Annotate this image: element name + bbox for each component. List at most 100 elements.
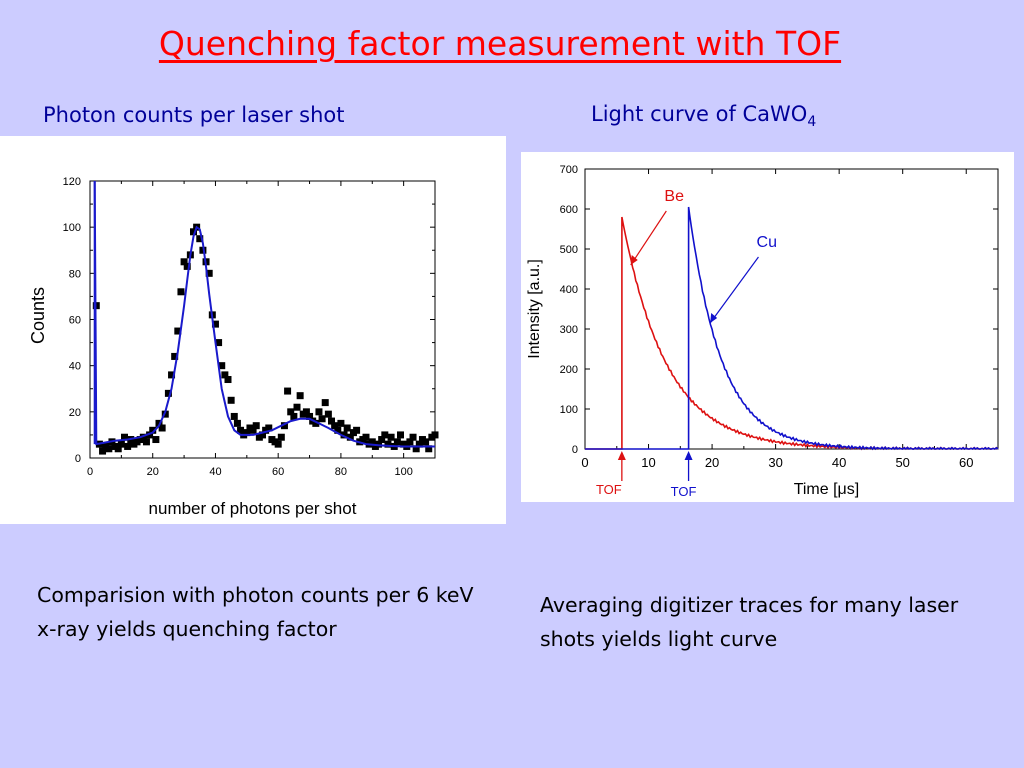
- data-point: [431, 431, 439, 439]
- cu-label: Cu: [757, 234, 777, 251]
- data-point: [422, 438, 430, 446]
- cu-arrow: [709, 256, 759, 324]
- data-point: [105, 445, 113, 453]
- data-point: [243, 429, 251, 437]
- photon-counts-chart: 0 20 40 60 80 100 0 20 40 60 80 100 120 number of pho…: [28, 176, 439, 518]
- y-tick-label: 200: [560, 364, 578, 376]
- data-point: [158, 424, 166, 432]
- y-tick-label: 0: [572, 444, 578, 456]
- y-tick-label: 100: [560, 404, 578, 416]
- y-tick-label: 20: [69, 407, 81, 419]
- be-curve: [585, 216, 999, 451]
- data-point: [387, 433, 395, 441]
- x-tick-label: 50: [895, 455, 909, 470]
- data-point: [378, 436, 386, 444]
- x-tick-label: 60: [959, 455, 973, 470]
- data-point: [177, 288, 185, 296]
- x-tick-label: 30: [768, 455, 782, 470]
- tof-label-cu: TOF: [671, 484, 697, 499]
- x-tick-label: 10: [641, 455, 655, 470]
- data-point: [381, 431, 389, 439]
- caption-light-curve: Averaging digitizer traces for many lase…: [540, 593, 959, 651]
- data-point: [121, 433, 128, 441]
- data-point: [306, 412, 314, 420]
- y-tick-label: 600: [560, 204, 578, 216]
- x-tick-label: 60: [272, 466, 284, 478]
- y-tick-label: 0: [75, 453, 81, 465]
- data-point: [409, 433, 417, 441]
- data-point: [362, 433, 370, 441]
- data-point: [171, 352, 179, 360]
- cu-curve: [585, 206, 999, 451]
- y-tick-label: 80: [69, 268, 81, 280]
- data-point: [252, 422, 260, 430]
- data-point: [168, 371, 176, 379]
- data-point: [218, 362, 226, 370]
- data-point: [164, 389, 172, 397]
- x-axis-label: Time [μs]: [794, 481, 860, 498]
- data-point: [393, 438, 401, 446]
- data-point: [368, 438, 376, 446]
- x-tick-label: 40: [209, 466, 221, 478]
- cu-arrowhead: [710, 313, 718, 323]
- data-point: [221, 371, 229, 379]
- data-point: [139, 433, 147, 441]
- data-point: [215, 339, 223, 347]
- x-tick-label: 0: [581, 455, 588, 470]
- be-arrow: [630, 210, 667, 266]
- data-point: [146, 431, 154, 439]
- data-point: [224, 376, 232, 384]
- y-tick-label: 60: [69, 315, 81, 327]
- data-point: [142, 438, 150, 446]
- y-tick-label: 700: [560, 164, 578, 176]
- plot-frame: [89, 180, 436, 459]
- x-tick-label: 40: [832, 455, 846, 470]
- data-point: [384, 440, 392, 448]
- light-curve-chart-panel: 0 10 20 30 40 50 60 0 100 200 300 400 500 600 700 Time …: [521, 152, 1014, 502]
- data-point: [280, 422, 288, 430]
- x-tick-label: 0: [87, 466, 93, 478]
- data-point: [99, 447, 107, 455]
- photon-counts-chart-panel: 0 20 40 60 80 100 0 20 40 60 80 100 120 number of pho…: [0, 136, 506, 524]
- data-point: [331, 422, 339, 430]
- data-point: [277, 433, 285, 441]
- data-point: [290, 412, 298, 420]
- data-point: [152, 436, 160, 444]
- data-point: [274, 440, 282, 448]
- data-point: [180, 258, 188, 266]
- light-curve-chart: 0 10 20 30 40 50 600100200300400500600700Time …: [526, 164, 999, 499]
- data-point: [265, 424, 273, 432]
- data-point: [205, 269, 213, 277]
- tof-arrowhead-cu: [684, 451, 693, 460]
- data-point: [124, 442, 132, 450]
- data-point: [318, 415, 326, 423]
- data-point: [230, 412, 238, 420]
- tof-arrowhead-be: [617, 451, 626, 460]
- data-point: [312, 419, 320, 427]
- y-tick-label: 400: [560, 284, 578, 296]
- data-point: [196, 235, 204, 243]
- y-tick-label: 120: [63, 176, 81, 188]
- y-tick-label: 40: [69, 361, 81, 373]
- y-tick-label: 500: [560, 244, 578, 256]
- subtitle-light-curve: Light curve of CaWO4: [591, 102, 816, 130]
- data-point: [249, 426, 257, 434]
- data-point: [315, 408, 323, 416]
- subtitle-light-curve-main: Light curve of CaWO: [591, 102, 808, 126]
- plot-frame: [584, 168, 999, 450]
- y-tick-label: 100: [63, 222, 81, 234]
- data-point: [321, 399, 329, 407]
- data-point: [233, 419, 241, 427]
- slide-title: Quenching factor measurement with TOF: [158, 24, 842, 63]
- data-point: [287, 408, 295, 416]
- data-point: [237, 426, 245, 434]
- subtitle-photon-counts: Photon counts per laser shot: [43, 103, 345, 127]
- data-point: [406, 438, 414, 446]
- data-point: [353, 426, 361, 434]
- data-point: [296, 392, 304, 400]
- data-point: [415, 440, 423, 448]
- subtitle-light-curve-subscript: 4: [807, 114, 817, 131]
- y-axis-label: Counts: [28, 287, 48, 344]
- data-point: [149, 426, 157, 434]
- data-point: [328, 417, 335, 425]
